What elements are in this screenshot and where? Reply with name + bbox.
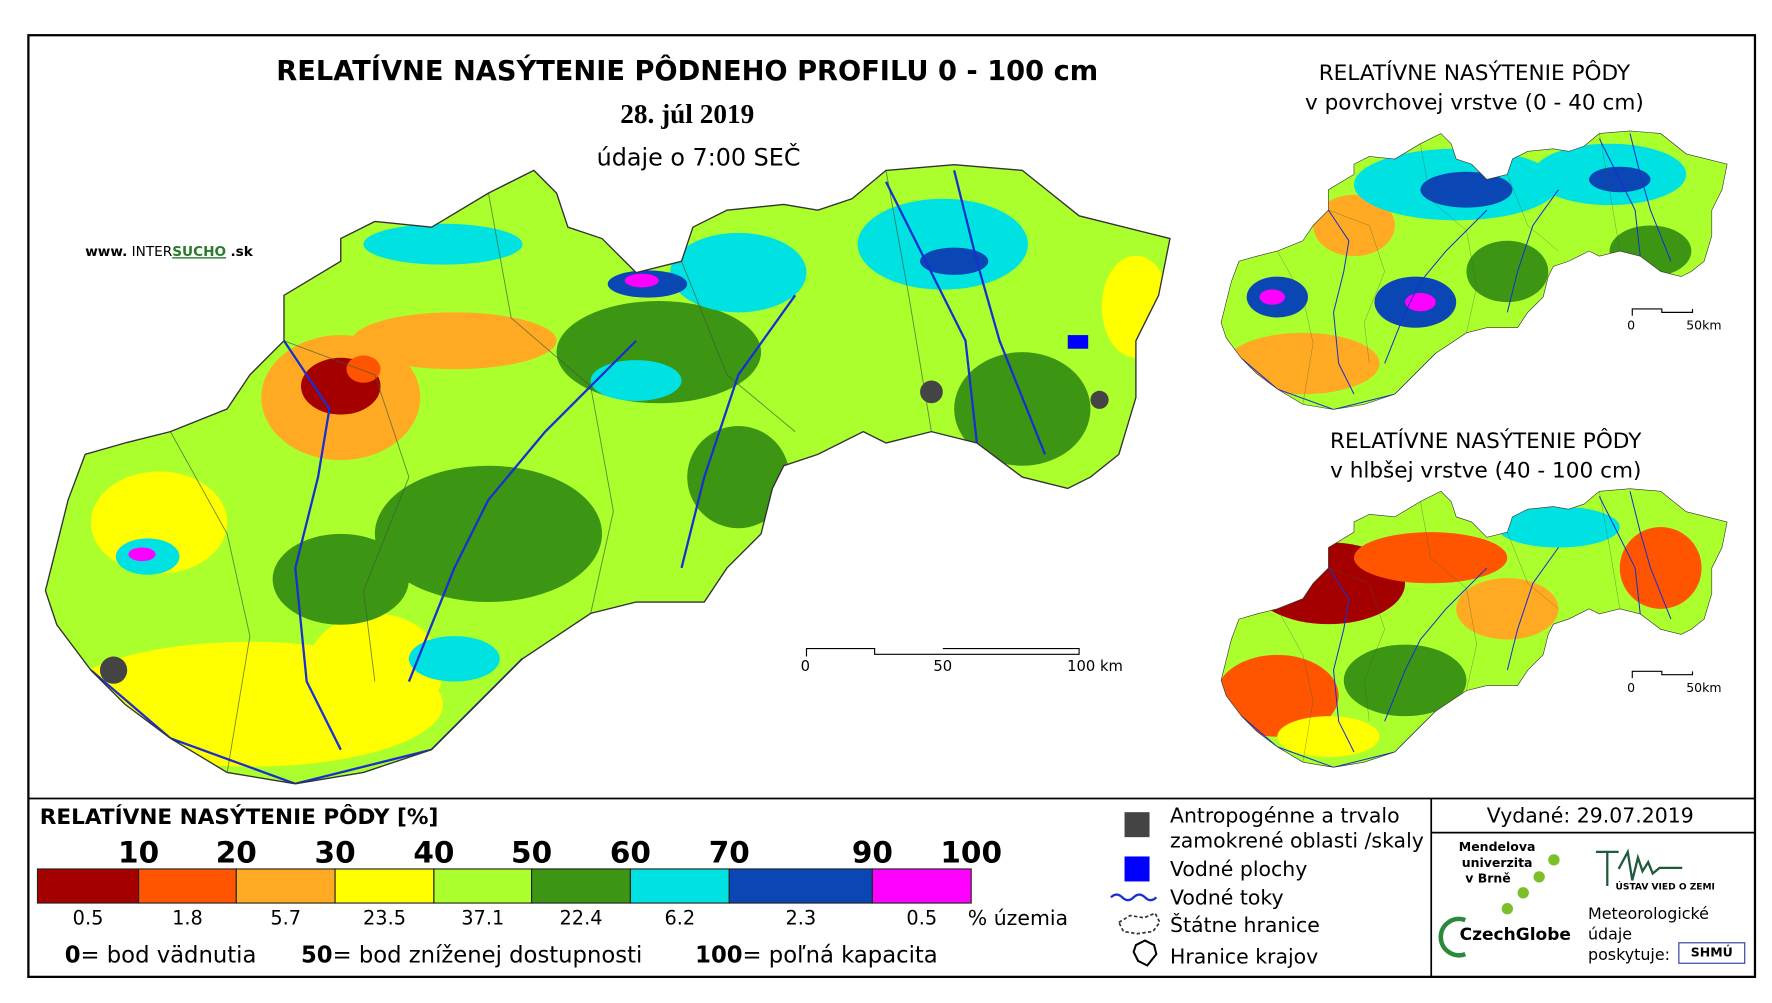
- legend-swatch: [629, 868, 730, 904]
- issued-date: Vydané: 29.07.2019: [1487, 804, 1694, 828]
- scale-label: 0: [1627, 318, 1635, 333]
- inset-subtitle: v hlbšej vrstve (40 - 100 cm): [1330, 458, 1641, 483]
- logo-shmu: [1678, 942, 1746, 964]
- scale-bar: [805, 308, 1694, 679]
- main-title: RELATÍVNE NASÝTENIE PÔDNEHO PROFILU 0 - …: [276, 55, 1098, 87]
- website: www. INTERSUCHO .sk: [85, 244, 254, 260]
- legend-share-unit: % územia: [968, 906, 1068, 930]
- note-text: = bod vädnutia: [81, 942, 257, 968]
- symbol-label: Vodné toky: [1170, 885, 1284, 909]
- scale-label: 50: [933, 658, 952, 675]
- legend-share: 6.2: [664, 906, 695, 929]
- legend-note: 0= bod vädnutia: [65, 942, 257, 968]
- note-key: 100: [695, 942, 742, 968]
- logo-text: univerzita: [1462, 855, 1533, 870]
- legend-boundary: 50: [511, 836, 552, 870]
- inset-subtitle: v povrchovej vrstve (0 - 40 cm): [1305, 90, 1644, 115]
- logo-text: v Brně: [1465, 871, 1511, 886]
- scale-label: 50km: [1686, 680, 1721, 695]
- legend-swatch: [235, 868, 336, 904]
- symbol-label: Hranice krajov: [1170, 945, 1318, 969]
- legend-share: 0.5: [906, 906, 937, 929]
- legend-boundary: 90: [852, 836, 893, 870]
- legend-title: RELATÍVNE NASÝTENIE PÔDY [%]: [40, 804, 439, 830]
- logo-text: Meteorologické: [1588, 904, 1709, 923]
- logo-dots: [1501, 854, 1560, 915]
- note-key: 0: [65, 942, 81, 968]
- legend-swatch: [433, 868, 533, 904]
- website-part: www.: [85, 244, 127, 260]
- logo-uvz: [1595, 848, 1683, 887]
- symbol-label: zamokrené oblasti /skaly: [1170, 829, 1424, 853]
- legend-boundary: 30: [315, 836, 356, 870]
- legend-swatch: [728, 868, 873, 904]
- scale-label: 0: [801, 658, 810, 675]
- logo-text: poskytuje:: [1588, 945, 1670, 964]
- legend: 0.5 1.8 5.7 23.5 37.1 22.4 6.2 2.3 0.5 10 20 30 40 50…: [36, 836, 1068, 968]
- scale-label: 50km: [1686, 318, 1721, 333]
- legend-share: 1.8: [172, 906, 203, 929]
- legend-share: 22.4: [560, 906, 603, 929]
- symbol-river: [1110, 893, 1158, 902]
- logo-arc: [1438, 916, 1467, 958]
- legend-swatch: [138, 868, 237, 904]
- legend-swatch: [871, 868, 972, 904]
- legend-swatch: [531, 868, 631, 904]
- symbol-label: Štátne hranice: [1170, 912, 1320, 937]
- note-text: = bod zníženej dostupnosti: [333, 942, 643, 968]
- scale-label: 100 km: [1067, 658, 1123, 675]
- main-date: 28. júl 2019: [620, 99, 754, 129]
- note-text: = poľná kapacita: [743, 942, 938, 968]
- note-key: 50: [301, 942, 333, 968]
- legend-swatch: [36, 868, 140, 904]
- legend-boundary: 60: [610, 836, 651, 870]
- legend-swatch: [334, 868, 435, 904]
- website-part: .sk: [230, 244, 253, 260]
- legend-boundary: 20: [216, 836, 257, 870]
- inset-title: RELATÍVNE NASÝTENIE PÔDY: [1330, 428, 1642, 454]
- scale-label: 0: [1627, 680, 1635, 695]
- legend-share: 0.5: [73, 906, 104, 929]
- logo-text: SHMÚ: [1691, 945, 1733, 960]
- logo-text: CzechGlobe: [1460, 925, 1571, 945]
- logo-text: Mendelova: [1459, 839, 1536, 854]
- inset-title: RELATÍVNE NASÝTENIE PÔDY: [1319, 60, 1631, 86]
- symbol-label: Antropogénne a trvalo: [1170, 804, 1400, 828]
- main-time-note: údaje o 7:00 SEČ: [597, 144, 801, 172]
- legend-boundary: 10: [118, 836, 159, 870]
- symbol-label: Vodné plochy: [1170, 857, 1307, 881]
- legend-boundary: 100: [940, 836, 1002, 870]
- legend-note: 100= poľná kapacita: [695, 942, 938, 968]
- legend-share: 23.5: [363, 906, 406, 929]
- symbol-anthropogenic: [1124, 812, 1150, 838]
- legend-share: 37.1: [461, 906, 504, 929]
- legend-boundary: 70: [709, 836, 750, 870]
- symbol-water: [1124, 856, 1150, 882]
- legend-share: 5.7: [270, 906, 301, 929]
- legend-boundary: 40: [413, 836, 454, 870]
- logo-text: ÚSTAV VIED O ZEMI: [1616, 881, 1715, 893]
- legend-note: 50= bod zníženej dostupnosti: [301, 942, 642, 968]
- symbol-state-border: [1117, 912, 1161, 935]
- symbol-region-border: [1132, 939, 1158, 967]
- website-part: INTER: [132, 244, 173, 260]
- logo-text: údaje: [1588, 924, 1632, 943]
- legend-share: 2.3: [785, 906, 816, 929]
- website-part: SUCHO: [172, 244, 226, 260]
